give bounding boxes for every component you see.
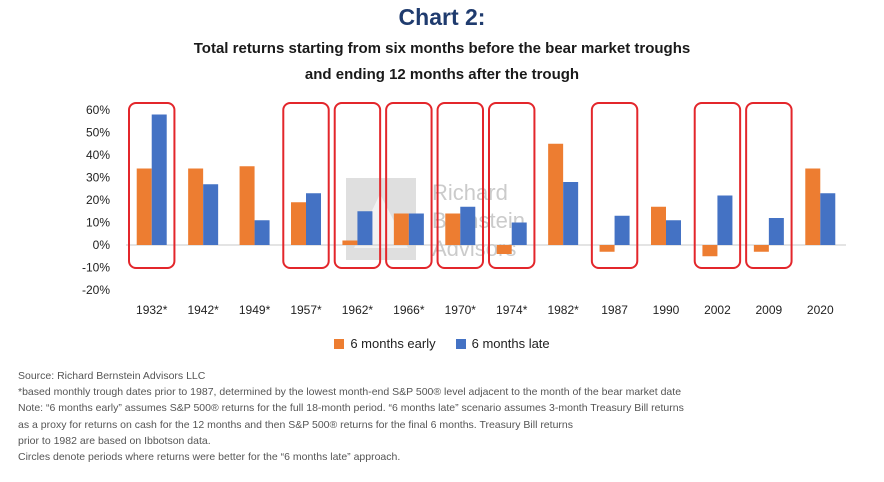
bar-6-months-late — [511, 222, 527, 245]
bar-6-months-late — [357, 211, 373, 245]
footnote-trough-dates: *based monthly trough dates prior to 198… — [18, 386, 682, 399]
x-tick-label: 1982* — [547, 303, 579, 317]
bar-6-months-early — [393, 213, 409, 245]
x-tick-label: 1962* — [342, 303, 374, 317]
source-note: Source: Richard Bernstein Advisors LLC — [18, 370, 206, 382]
bar-6-months-late — [254, 220, 270, 245]
bar-6-months-late — [666, 220, 681, 245]
bar-6-months-late — [820, 193, 836, 245]
note-line: as a proxy for returns on cash for the 1… — [18, 418, 573, 431]
highlight-outline — [745, 102, 793, 269]
circle-note: Circles denote periods where returns wer… — [18, 451, 401, 464]
y-tick-label: 40% — [86, 148, 110, 162]
bar-6-months-late — [408, 213, 424, 245]
bar-6-months-early — [291, 202, 306, 245]
x-tick-label: 1932* — [136, 303, 168, 317]
x-tick-label: 1966* — [393, 303, 425, 317]
x-tick-label: 1974* — [496, 303, 528, 317]
highlight-outline — [282, 102, 330, 269]
bar-6-months-late — [306, 193, 321, 245]
x-tick-label: 1949* — [239, 303, 271, 317]
y-tick-label: 10% — [86, 216, 110, 230]
x-tick-label: 1957* — [290, 303, 322, 317]
legend-label-early: 6 months early — [350, 336, 436, 351]
x-tick-label: 2009 — [756, 303, 783, 317]
legend-label-late: 6 months late — [471, 336, 550, 351]
bar-6-months-early — [496, 245, 512, 254]
y-tick-label: 20% — [86, 193, 110, 207]
bar-6-months-late — [717, 195, 733, 245]
highlight-outline — [436, 102, 485, 269]
y-tick-label: 50% — [86, 126, 110, 140]
bar-6-months-early — [548, 143, 564, 245]
bar-6-months-late — [768, 218, 784, 245]
chart-subtitle-line-2: and ending 12 months after the trough — [304, 66, 580, 83]
x-tick-label: 1970* — [445, 303, 477, 317]
chart-notes: Source: Richard Bernstein Advisors LLC *… — [18, 368, 878, 465]
x-tick-label: 2020 — [807, 303, 834, 317]
x-tick-label: 1990 — [653, 303, 680, 317]
note-line: Note: “6 months early” assumes S&P 500® … — [18, 402, 684, 415]
legend-swatch-late — [455, 338, 466, 349]
y-tick-label: 30% — [86, 171, 110, 185]
note-line: prior to 1982 are based on Ibbotson data… — [18, 434, 211, 447]
bar-6-months-early — [805, 168, 821, 245]
chart-title: Chart 2: — [398, 4, 486, 30]
bar-6-months-early — [136, 168, 152, 245]
bar-6-months-late — [203, 184, 219, 245]
legend-item-late: 6 months late — [455, 336, 550, 351]
y-tick-label: -10% — [82, 261, 110, 275]
bar-6-months-late — [151, 114, 167, 245]
highlight-outline — [693, 102, 742, 269]
bar-6-months-early — [188, 168, 204, 245]
bar-6-months-early — [239, 166, 255, 245]
bar-6-months-late — [563, 182, 579, 245]
highlight-outline — [128, 102, 176, 269]
legend-item-early: 6 months early — [334, 336, 436, 351]
bar-6-months-early — [651, 206, 666, 245]
highlight-outline — [488, 102, 536, 269]
chart-legend: 6 months early 6 months late — [0, 336, 884, 351]
x-tick-label: 1987 — [601, 303, 628, 317]
bar-chart: 60% 50% 40% 30% 20% 10% 0% -10% -20% 1932* 1942* 19… — [82, 102, 846, 317]
bar-6-months-early — [599, 245, 615, 252]
y-tick-label: 0% — [93, 238, 111, 252]
chart-subtitle-line-1: Total returns starting from six months b… — [193, 40, 691, 57]
x-tick-label: 2002 — [704, 303, 731, 317]
highlight-outline — [333, 102, 382, 269]
bar-6-months-early — [702, 245, 718, 257]
bar-6-months-late — [614, 215, 630, 245]
x-tick-label: 1942* — [187, 303, 219, 317]
bar-6-months-early — [445, 213, 461, 245]
bar-6-months-early — [342, 240, 358, 245]
bar-6-months-early — [753, 245, 769, 252]
highlight-outline — [385, 102, 433, 269]
legend-swatch-early — [334, 338, 345, 349]
highlight-outline — [590, 102, 639, 269]
y-tick-label: -20% — [82, 283, 110, 297]
bar-6-months-late — [460, 206, 476, 245]
y-tick-label: 60% — [86, 103, 110, 117]
